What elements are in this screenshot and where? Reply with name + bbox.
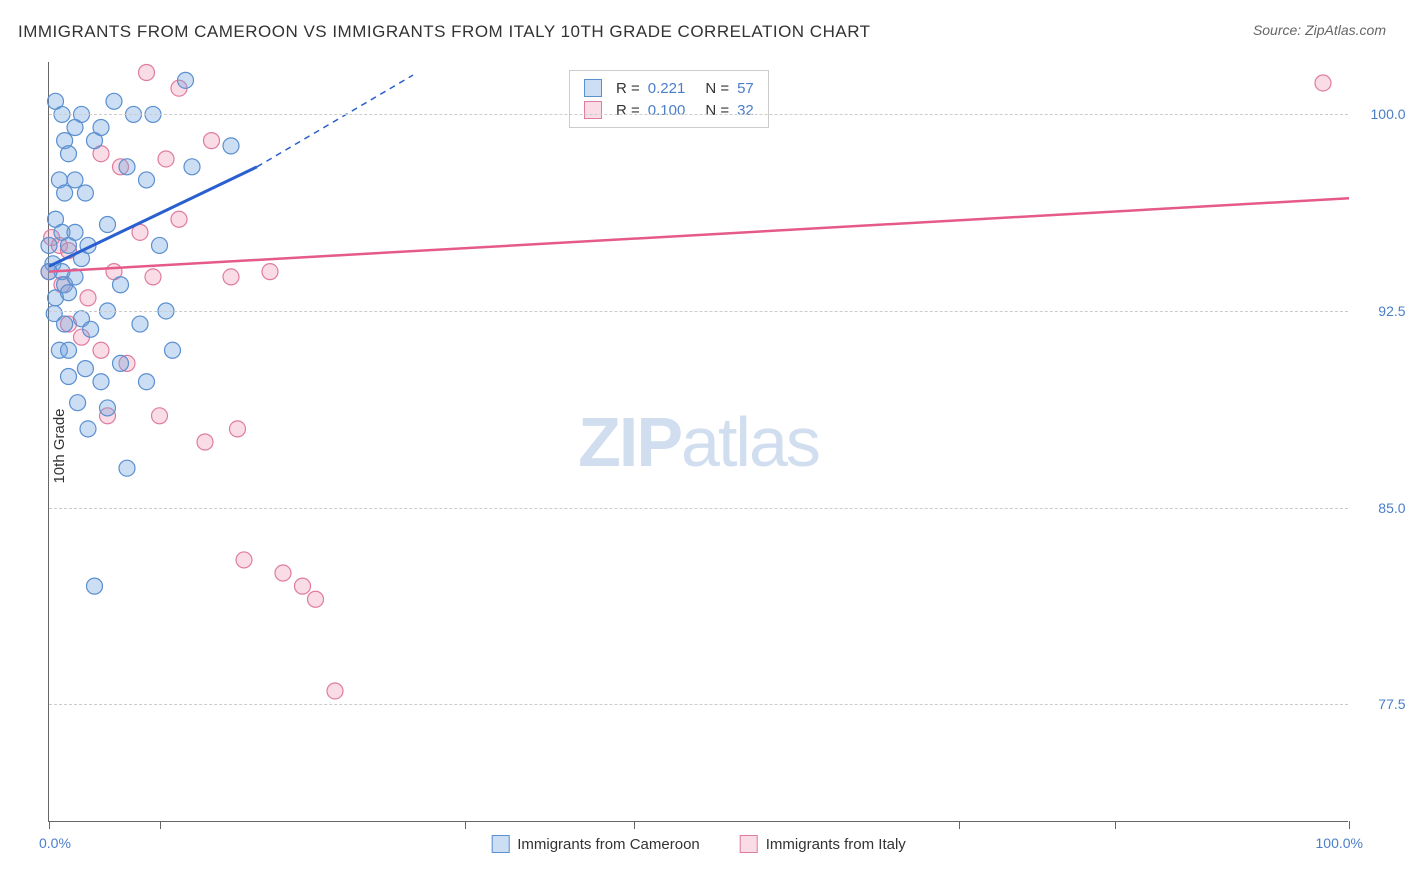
data-point — [57, 185, 73, 201]
x-tick-mark — [160, 821, 161, 829]
data-point — [93, 374, 109, 390]
data-point — [61, 368, 77, 384]
data-point — [113, 277, 129, 293]
data-point — [61, 285, 77, 301]
x-min-label: 0.0% — [39, 835, 71, 851]
data-point — [197, 434, 213, 450]
data-point — [152, 408, 168, 424]
swatch-series1 — [584, 79, 602, 97]
x-tick-mark — [634, 821, 635, 829]
swatch-series2-b — [740, 835, 758, 853]
data-point — [223, 138, 239, 154]
data-point — [77, 361, 93, 377]
y-tick-label: 85.0% — [1358, 500, 1406, 516]
data-point — [93, 342, 109, 358]
data-point — [327, 683, 343, 699]
x-tick-mark — [465, 821, 466, 829]
chart-svg — [49, 62, 1348, 821]
data-point — [152, 237, 168, 253]
legend-row-2: R = 0.100 N = 32 — [584, 99, 754, 121]
gridline — [49, 508, 1348, 509]
data-point — [100, 216, 116, 232]
swatch-series2 — [584, 101, 602, 119]
data-point — [113, 355, 129, 371]
stats-legend: R = 0.221 N = 57 R = 0.100 N = 32 — [569, 70, 769, 128]
data-point — [308, 591, 324, 607]
data-point — [236, 552, 252, 568]
trend-line — [257, 75, 413, 167]
gridline — [49, 311, 1348, 312]
data-point — [67, 172, 83, 188]
plot-area: ZIPatlas R = 0.221 N = 57 R = 0.100 N = … — [48, 62, 1348, 822]
y-tick-label: 100.0% — [1358, 106, 1406, 122]
data-point — [77, 185, 93, 201]
data-point — [70, 395, 86, 411]
data-point — [295, 578, 311, 594]
swatch-series1-b — [491, 835, 509, 853]
source-label: Source: ZipAtlas.com — [1253, 22, 1386, 38]
x-tick-mark — [1349, 821, 1350, 829]
data-point — [80, 421, 96, 437]
data-point — [275, 565, 291, 581]
data-point — [145, 269, 161, 285]
data-point — [139, 172, 155, 188]
x-tick-mark — [49, 821, 50, 829]
chart-title: IMMIGRANTS FROM CAMEROON VS IMMIGRANTS F… — [18, 22, 871, 42]
data-point — [93, 120, 109, 136]
data-point — [158, 151, 174, 167]
data-point — [1315, 75, 1331, 91]
data-point — [106, 93, 122, 109]
data-point — [41, 237, 57, 253]
data-point — [139, 374, 155, 390]
gridline — [49, 704, 1348, 705]
data-point — [223, 269, 239, 285]
data-point — [139, 64, 155, 80]
legend-item-1: Immigrants from Cameroon — [491, 835, 700, 853]
data-point — [262, 264, 278, 280]
trend-line — [49, 198, 1349, 271]
data-point — [87, 578, 103, 594]
data-point — [61, 146, 77, 162]
data-point — [165, 342, 181, 358]
legend-item-2: Immigrants from Italy — [740, 835, 906, 853]
data-point — [67, 224, 83, 240]
y-tick-label: 77.5% — [1358, 696, 1406, 712]
data-point — [100, 400, 116, 416]
data-point — [57, 316, 73, 332]
data-point — [80, 290, 96, 306]
x-max-label: 100.0% — [1316, 835, 1363, 851]
series-legend: Immigrants from Cameroon Immigrants from… — [491, 835, 906, 853]
data-point — [119, 460, 135, 476]
gridline — [49, 114, 1348, 115]
y-tick-label: 92.5% — [1358, 303, 1406, 319]
data-point — [204, 133, 220, 149]
data-point — [119, 159, 135, 175]
data-point — [178, 72, 194, 88]
x-tick-mark — [1115, 821, 1116, 829]
legend-row-1: R = 0.221 N = 57 — [584, 77, 754, 99]
data-point — [230, 421, 246, 437]
data-point — [83, 321, 99, 337]
data-point — [132, 316, 148, 332]
x-tick-mark — [959, 821, 960, 829]
data-point — [171, 211, 187, 227]
data-point — [184, 159, 200, 175]
data-point — [61, 342, 77, 358]
